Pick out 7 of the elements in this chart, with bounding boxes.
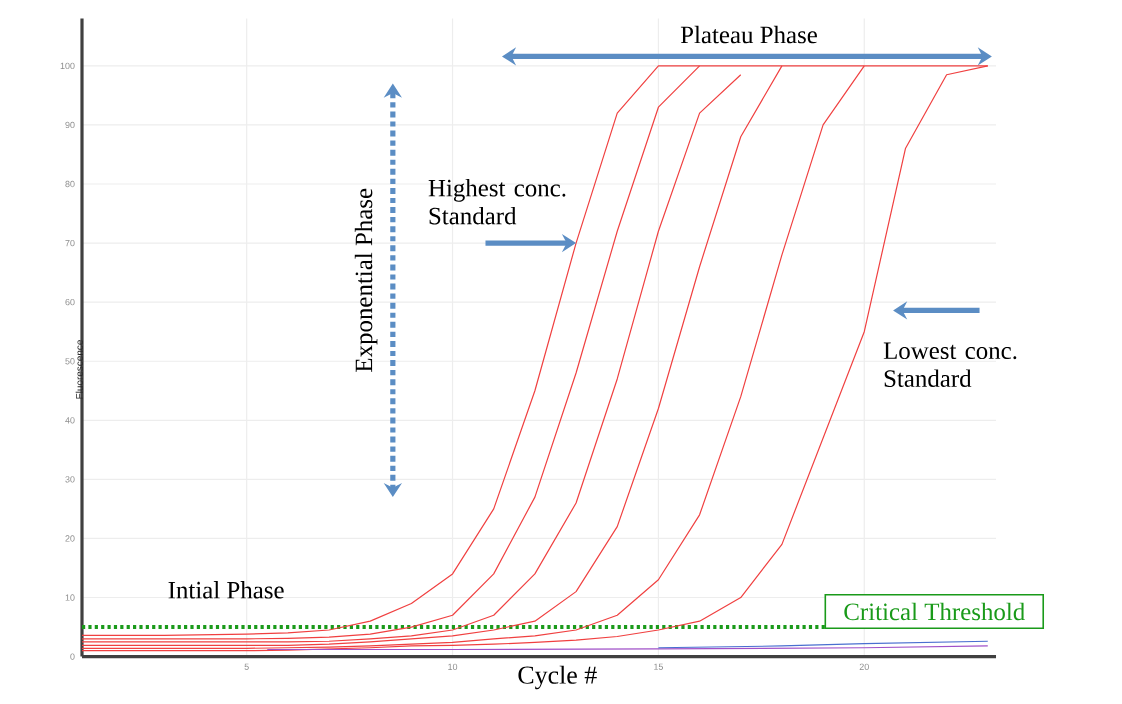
x-axis-title: Cycle # xyxy=(518,665,597,690)
annotation: Exponential Phase xyxy=(354,188,378,372)
annotation: Lowest conc. Standard xyxy=(883,342,1017,387)
annotation: Intial Phase xyxy=(168,581,284,599)
annotation: Highest conc. Standard xyxy=(428,179,566,225)
annotation: Plateau Phase xyxy=(680,25,817,44)
ref-line-label: Critical Threshold xyxy=(844,602,1025,621)
